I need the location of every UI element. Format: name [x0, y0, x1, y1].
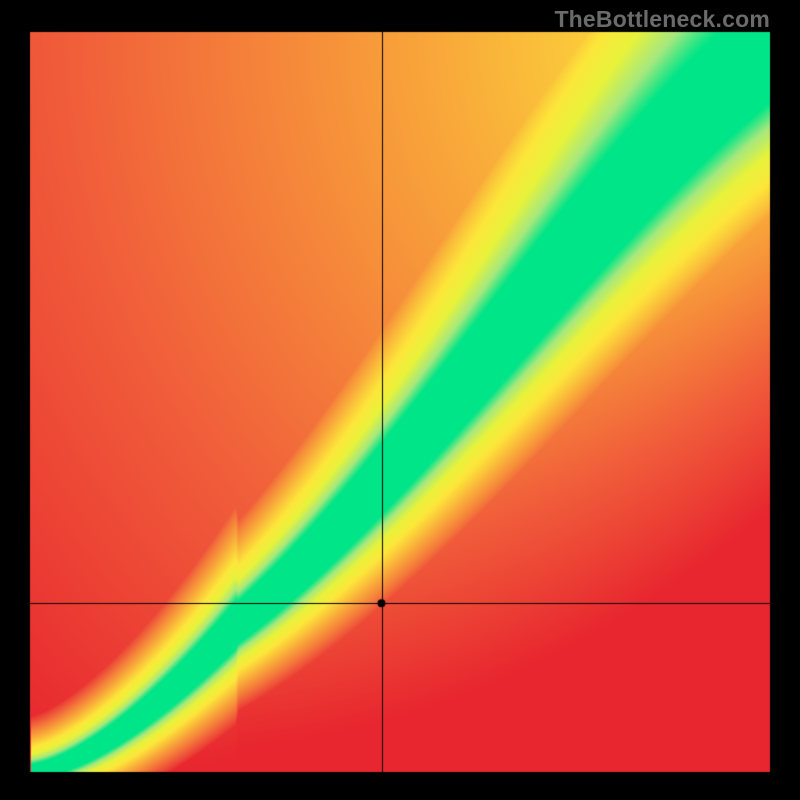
attribution-text: TheBottleneck.com: [554, 6, 770, 33]
bottleneck-heatmap: [0, 0, 800, 800]
